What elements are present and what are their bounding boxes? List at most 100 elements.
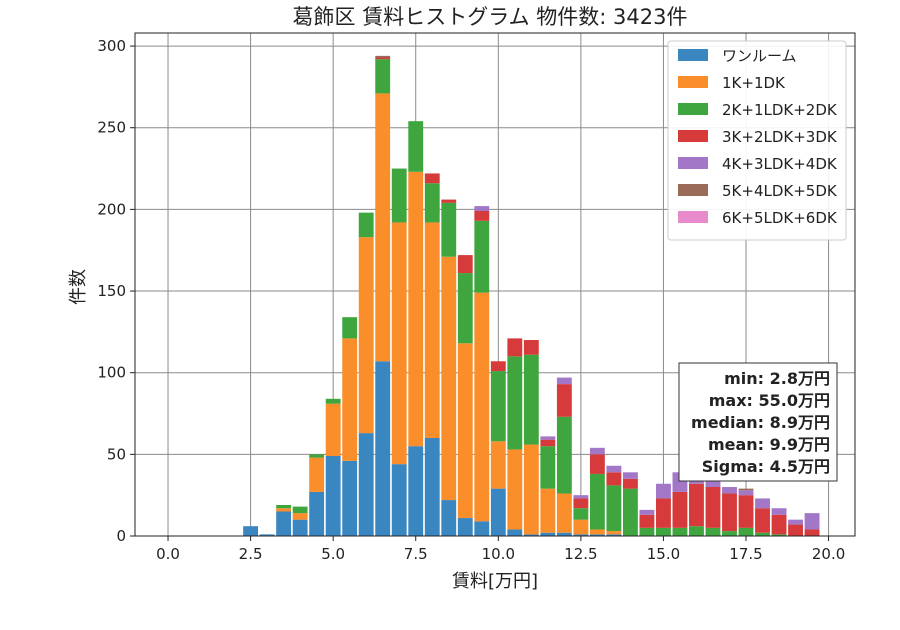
bar-segment-2 xyxy=(342,338,358,461)
legend-swatch xyxy=(678,157,708,169)
legend-label: 3K+2LDK+3DK xyxy=(722,128,838,146)
bar-segment-3 xyxy=(457,273,473,344)
bar-segment-3 xyxy=(358,212,374,238)
bar-segment-2 xyxy=(523,444,539,535)
x-tick-label: 2.5 xyxy=(239,545,263,563)
bar-segment-5 xyxy=(705,477,721,488)
bar-segment-3 xyxy=(523,354,539,445)
bar-segment-4 xyxy=(540,439,556,447)
bar-segment-1 xyxy=(309,491,325,536)
bar-segment-4 xyxy=(705,487,721,528)
chart-title: 葛飾区 賃料ヒストグラム 物件数: 3423件 xyxy=(293,5,688,29)
x-tick-label: 5.0 xyxy=(321,545,345,563)
bar-segment-1 xyxy=(259,534,275,536)
bar-segment-3 xyxy=(292,506,308,514)
bar-segment-2 xyxy=(408,171,424,447)
bar-segment-3 xyxy=(606,485,622,532)
legend-label: ワンルーム xyxy=(722,47,797,65)
bar-segment-2 xyxy=(424,222,440,439)
bar-segment-5 xyxy=(573,495,589,499)
bar-segment-5 xyxy=(771,508,787,515)
bar-segment-3 xyxy=(622,488,638,536)
legend-swatch xyxy=(678,49,708,61)
legend-label: 6K+5LDK+6DK xyxy=(722,209,838,227)
bar-segment-4 xyxy=(656,498,671,528)
bar-segment-3 xyxy=(375,59,391,94)
bar-segment-4 xyxy=(457,255,473,274)
bar-segment-3 xyxy=(689,526,704,536)
legend-label: 5K+4LDK+5DK xyxy=(722,182,838,200)
bar-segment-5 xyxy=(755,498,770,509)
legend-swatch xyxy=(678,103,708,115)
bar-segment-2 xyxy=(556,493,572,533)
bar-segment-4 xyxy=(606,472,622,486)
bar-segment-5 xyxy=(639,509,655,515)
bar-segment-4 xyxy=(474,211,490,221)
bar-segment-3 xyxy=(573,508,589,520)
bar-segment-4 xyxy=(589,454,605,474)
bar-segment-4 xyxy=(722,493,737,532)
plot-frame xyxy=(134,32,856,537)
y-tick-label: 250 xyxy=(97,119,126,137)
bar-segment-1 xyxy=(573,534,589,536)
bar-segment-2 xyxy=(441,256,457,501)
bar-segment-1 xyxy=(375,361,391,536)
y-tick-label: 0 xyxy=(116,527,126,545)
bar-segment-4 xyxy=(523,340,539,355)
x-axis-ticks: 0.0 2.5 5.0 7.5 10.0 12.5 15.0 17.5 20.0 xyxy=(156,536,845,563)
bar-segment-3 xyxy=(771,534,787,536)
y-tick-label: 50 xyxy=(107,445,126,463)
bar-segment-1 xyxy=(540,532,556,536)
bar-segment-3 xyxy=(738,527,754,536)
bar-segment-3 xyxy=(309,454,325,458)
x-tick-label: 20.0 xyxy=(812,545,845,563)
bar-segment-3 xyxy=(441,202,457,257)
bar-segment-3 xyxy=(474,220,490,293)
stats-line: mean: 9.9万円 xyxy=(708,435,830,454)
bar-segment-1 xyxy=(556,532,572,536)
bar-segment-4 xyxy=(738,495,754,528)
bar-segment-4 xyxy=(490,361,506,372)
bar-segment-1 xyxy=(408,446,424,536)
stats-line: max: 55.0万円 xyxy=(709,391,830,410)
bar-segment-2 xyxy=(589,529,605,535)
bar-segment-5 xyxy=(804,513,820,530)
bar-segment-5 xyxy=(738,490,754,496)
bar-segment-3 xyxy=(722,531,737,536)
histogram-bars xyxy=(243,55,820,536)
bar-segment-1 xyxy=(507,529,523,536)
stats-line: min: 2.8万円 xyxy=(724,369,830,388)
bar-segment-1 xyxy=(441,500,457,536)
bar-segment-5 xyxy=(656,483,671,499)
bar-segment-1 xyxy=(325,455,341,536)
bar-segment-1 xyxy=(490,488,506,536)
x-tick-label: 17.5 xyxy=(729,545,762,563)
x-axis-label: 賃料[万円] xyxy=(452,571,538,592)
y-tick-label: 200 xyxy=(97,200,126,218)
bar-segment-4 xyxy=(507,338,523,357)
bar-segment-1 xyxy=(276,511,292,536)
bar-segment-3 xyxy=(342,317,358,339)
bar-segment-3 xyxy=(540,446,556,489)
legend-box xyxy=(667,40,847,241)
y-tick-label: 300 xyxy=(97,37,126,55)
legend-swatch xyxy=(678,130,708,142)
y-tick-label: 100 xyxy=(97,364,126,382)
bar-segment-3 xyxy=(507,356,523,450)
bar-segment-4 xyxy=(804,529,820,536)
bar-segment-2 xyxy=(507,449,523,530)
bar-segment-1 xyxy=(243,526,259,536)
bar-segment-2 xyxy=(573,519,589,535)
legend: ワンルーム 1K+1DK 2K+1LDK+2DK 3K+2LDK+3DK 4K+3LDK… xyxy=(667,40,847,241)
bar-segment-4 xyxy=(573,498,589,509)
bar-segment-3 xyxy=(656,527,671,536)
legend-swatch xyxy=(678,211,708,223)
bar-segment-1 xyxy=(391,464,407,536)
bar-segment-1 xyxy=(589,534,605,536)
y-axis-label: 件数 xyxy=(68,269,89,305)
bar-segment-3 xyxy=(276,504,292,509)
x-tick-label: 10.0 xyxy=(482,545,515,563)
bar-segment-1 xyxy=(292,519,308,536)
bar-segment-4 xyxy=(771,514,787,535)
